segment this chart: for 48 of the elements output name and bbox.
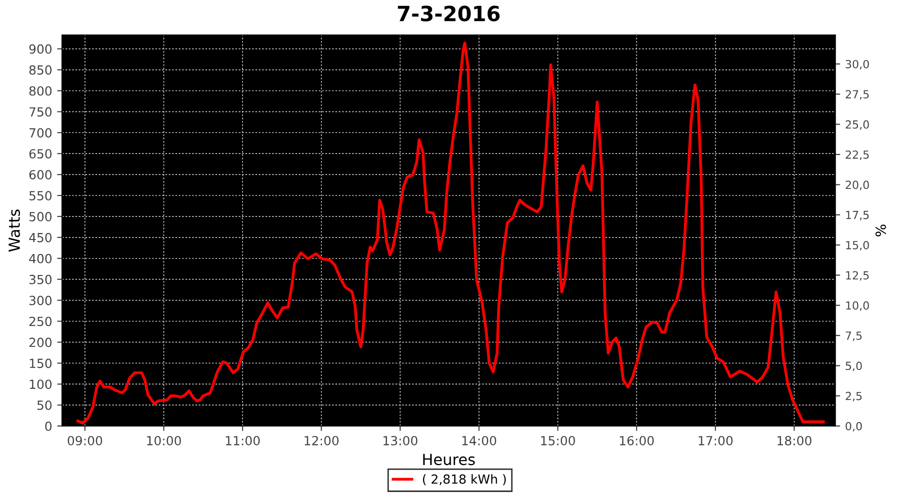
y-tick-label: 450 (29, 232, 52, 242)
y-tick-label: 50 (37, 400, 52, 410)
x-tick-label: 13:00 (384, 436, 418, 446)
y-tick-label: 500 (29, 212, 52, 222)
y2-tick-label: 27,5 (846, 90, 869, 100)
y-tick-label: 550 (29, 190, 52, 200)
y-tick-label: 250 (29, 316, 52, 326)
y-tick-label: 150 (30, 358, 52, 368)
line-series (76, 42, 825, 424)
x-tick-label: 09:00 (68, 436, 102, 446)
y2-tick-label: 22,5 (846, 150, 869, 160)
y-tick-label: 400 (29, 254, 52, 264)
x-axis-title: Heures (423, 454, 475, 466)
y2-tick-label: 30,0 (846, 60, 869, 70)
x-tick-label: 18:00 (778, 436, 812, 446)
y-tick-label: 700 (30, 128, 52, 138)
y-tick-label: 350 (29, 274, 52, 284)
y-tick-label: 650 (29, 149, 52, 159)
y2-tick-label: 15,0 (846, 240, 869, 250)
legend-label: ( 2,818 kWh ) (422, 474, 506, 486)
y-tick-label: 100 (30, 380, 52, 390)
y-tick-label: 850 (29, 65, 52, 75)
y2-tick-label: 0,0 (846, 422, 862, 432)
x-tick-label: 11:00 (226, 436, 260, 446)
y-axis-title: Watts (8, 210, 20, 252)
y2-tick-label: 2,5 (846, 392, 862, 402)
y-tick-label: 0 (45, 421, 52, 431)
x-tick-label: 12:00 (304, 436, 339, 446)
y-tick-label: 300 (29, 296, 52, 306)
y2-tick-label: 20,0 (846, 180, 869, 190)
y2-tick-label: 5,0 (846, 362, 862, 372)
chart-title: 7-3-2016 (398, 6, 500, 22)
y-tick-label: 200 (29, 338, 52, 348)
y2-tick-label: 12,5 (846, 271, 869, 281)
x-tick-label: 16:00 (620, 436, 654, 446)
y-tick-label: 600 (29, 170, 52, 180)
x-tick-label: 14:00 (462, 436, 496, 446)
y2-tick-label: 7,5 (846, 332, 862, 342)
y2-axis-title: % (875, 224, 886, 236)
y2-tick-label: 25,0 (846, 120, 869, 130)
x-tick-label: 10:00 (147, 436, 181, 446)
y2-tick-label: 10,0 (846, 301, 869, 311)
y-tick-label: 900 (29, 44, 52, 54)
y2-tick-label: 17,5 (846, 210, 869, 220)
x-tick-label: 17:00 (698, 436, 733, 446)
x-tick-label: 15:00 (541, 436, 575, 446)
y-tick-label: 800 (29, 86, 52, 96)
y-tick-label: 750 (30, 107, 52, 117)
